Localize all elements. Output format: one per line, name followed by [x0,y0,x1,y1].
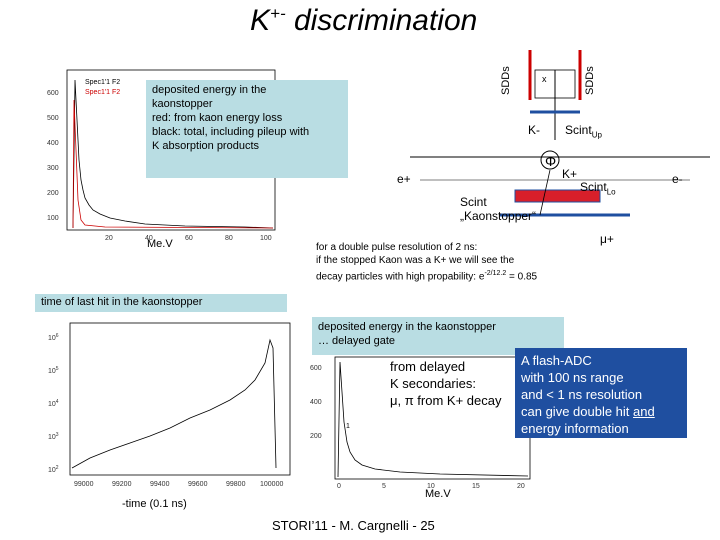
scint-lo-label: ScintLo [580,180,616,197]
x-tick-40: 40 [145,235,153,242]
legend-black: Spec1'1 F2 [85,79,120,86]
y-tick-300: 300 [47,165,59,172]
svg-text:100000: 100000 [260,481,283,488]
footer-text: STORI’11 - M. Cargnelli - 25 [272,518,435,533]
total-spectrum-line [72,79,274,229]
scint-up-label: ScintUp [565,123,602,140]
svg-text:5: 5 [382,483,386,490]
e-plus-label: e+ [397,172,411,186]
x-label: x [542,74,547,84]
y-tick-200: 200 [47,190,59,197]
delayed-energy-line [337,361,529,478]
time-spectrum-plot: 106 105 104 103 102 99000 99200 99400 99… [48,322,291,488]
x-tick-20: 20 [105,235,113,242]
svg-text:600: 600 [310,365,322,372]
svg-text:99800: 99800 [226,481,246,488]
scint-kaon-label-1: Scint [460,195,487,209]
y-tick-1e5: 105 [48,366,59,375]
time-last-hit-label: time of last hit in the kaonstopper [35,294,287,312]
y-tick-1e2: 102 [48,465,59,474]
time-spectrum-line [71,338,277,469]
y-tick-1e3: 103 [48,432,59,441]
kaon-spectrum-line [72,99,274,229]
k-minus-label: K- [528,123,540,137]
sdd-right-label: SDDs [584,66,596,95]
detector-diagram [410,50,710,217]
phi-label: Φ [545,153,557,169]
page-title: K+- discrimination [250,4,478,37]
y-tick-600: 600 [47,90,59,97]
x-tick-80: 80 [225,235,233,242]
deposited-energy-note: deposited energy in the kaonstopper red:… [146,80,348,178]
svg-text:99400: 99400 [150,481,170,488]
y-tick-500: 500 [47,115,59,122]
y-tick-1e6: 106 [48,333,59,342]
svg-text:400: 400 [310,399,322,406]
bottom-plot-x-unit: Me.V [425,488,451,500]
legend-red: Spec1'1 F2 [85,89,120,96]
resolution-text: for a double pulse resolution of 2 ns: i… [316,242,538,283]
flash-adc-note: A flash-ADC with 100 ns range and < 1 ns… [515,348,687,438]
svg-text:99000: 99000 [74,481,94,488]
svg-text:15: 15 [472,483,480,490]
svg-text:10: 10 [427,483,435,490]
sdd-left-label: SDDs [500,66,512,95]
top-plot-x-unit: Me.V [147,238,173,250]
svg-text:1: 1 [346,423,350,430]
svg-text:0: 0 [337,483,341,490]
secondaries-text: from delayed K secondaries: μ, π from K+… [390,359,502,408]
svg-text:99200: 99200 [112,481,132,488]
x-tick-100: 100 [260,235,272,242]
scint-kaon-label-2: „Kaonstopper“ [460,209,537,223]
y-tick-100: 100 [47,215,59,222]
y-tick-1e4: 104 [48,399,59,408]
energy-spectrum-svg: 600 500 400 300 200 100 20 40 60 80 100 … [47,69,276,242]
x-tick-60: 60 [185,235,193,242]
mu-plus-label: μ+ [600,232,614,246]
y-tick-400: 400 [47,140,59,147]
e-minus-label: e- [672,172,683,186]
svg-text:200: 200 [310,433,322,440]
svg-text:99600: 99600 [188,481,208,488]
time-axis-label: -time (0.1 ns) [122,498,187,510]
svg-text:20: 20 [517,483,525,490]
k-plus-label: K+ [562,167,578,181]
